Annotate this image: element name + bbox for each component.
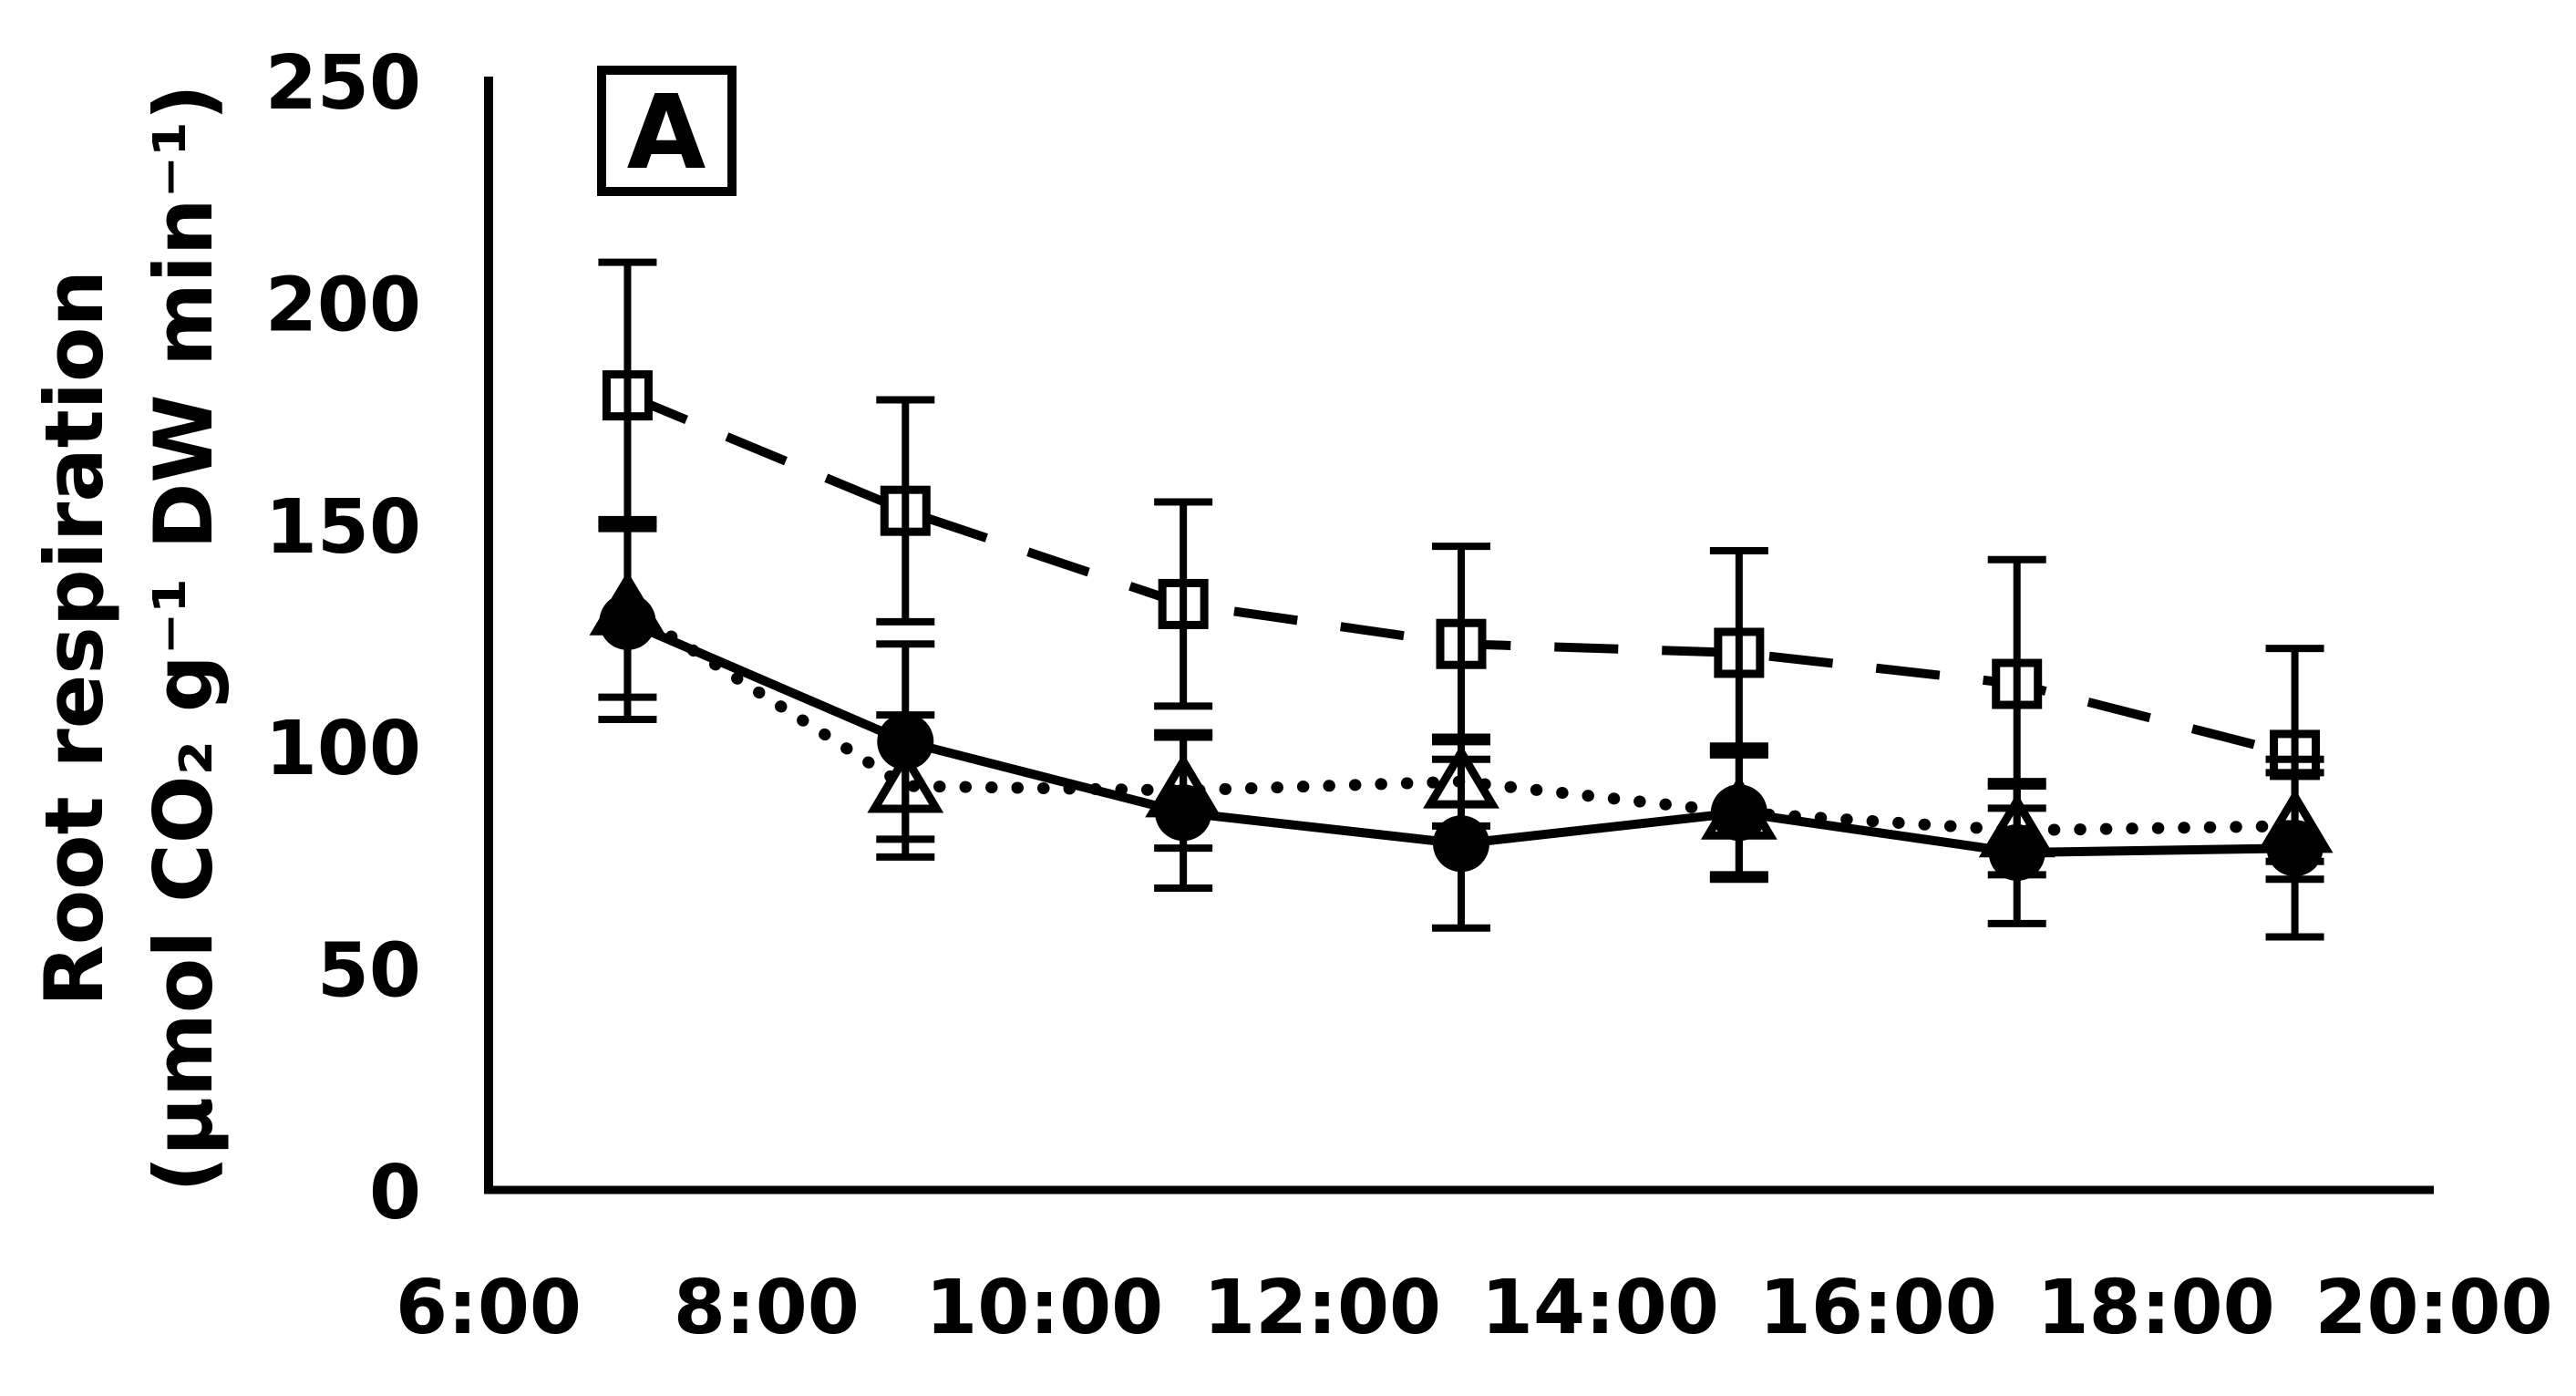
x-tick-label-10:00: 10:00 — [925, 1265, 1163, 1351]
y-tick-label-250: 250 — [265, 40, 421, 127]
x-tick-label-16:00: 16:00 — [1759, 1265, 1997, 1351]
panel-label-box: A — [597, 66, 737, 196]
y-tick-label-100: 100 — [265, 706, 421, 792]
error-bar — [876, 640, 935, 843]
y-axis-title-line1: Root respiration — [27, 270, 121, 1007]
y-tick-label-200: 200 — [265, 262, 421, 348]
x-tick-label-6:00: 6:00 — [396, 1265, 582, 1351]
error-bar — [598, 520, 657, 723]
y-tick-label-150: 150 — [265, 484, 421, 571]
error-bar — [1154, 733, 1213, 892]
x-tick-label-20:00: 20:00 — [2314, 1265, 2552, 1351]
error-bar — [1154, 498, 1213, 710]
y-axis-tick-labels: 250 200 150 100 50 0 — [265, 40, 421, 1236]
y-tick-label-50: 50 — [317, 928, 421, 1015]
x-tick-label-14:00: 14:00 — [1481, 1265, 1719, 1351]
y-axis-title-line2: (µmol CO₂ g⁻¹ DW min⁻¹) — [137, 84, 231, 1193]
error-bar — [876, 396, 935, 626]
panel-label-border — [597, 66, 737, 196]
x-tick-label-12:00: 12:00 — [1203, 1265, 1441, 1351]
panel-label-letter: A — [627, 74, 706, 192]
error-bar — [1432, 755, 1490, 932]
y-axis-title: Root respiration (µmol CO₂ g⁻¹ DW min⁻¹) — [27, 84, 231, 1193]
y-tick-label-0: 0 — [369, 1150, 421, 1236]
x-tick-label-8:00: 8:00 — [674, 1265, 860, 1351]
x-axis-tick-labels: 6:00 8:00 10:00 12:00 14:00 16:00 18:00 20:00 — [396, 1265, 2552, 1351]
error-bar — [1709, 742, 1768, 884]
error-bar — [1987, 778, 2046, 927]
error-bar — [2265, 755, 2324, 941]
x-tick-label-18:00: 18:00 — [2037, 1265, 2275, 1351]
series-layer — [589, 258, 2334, 941]
